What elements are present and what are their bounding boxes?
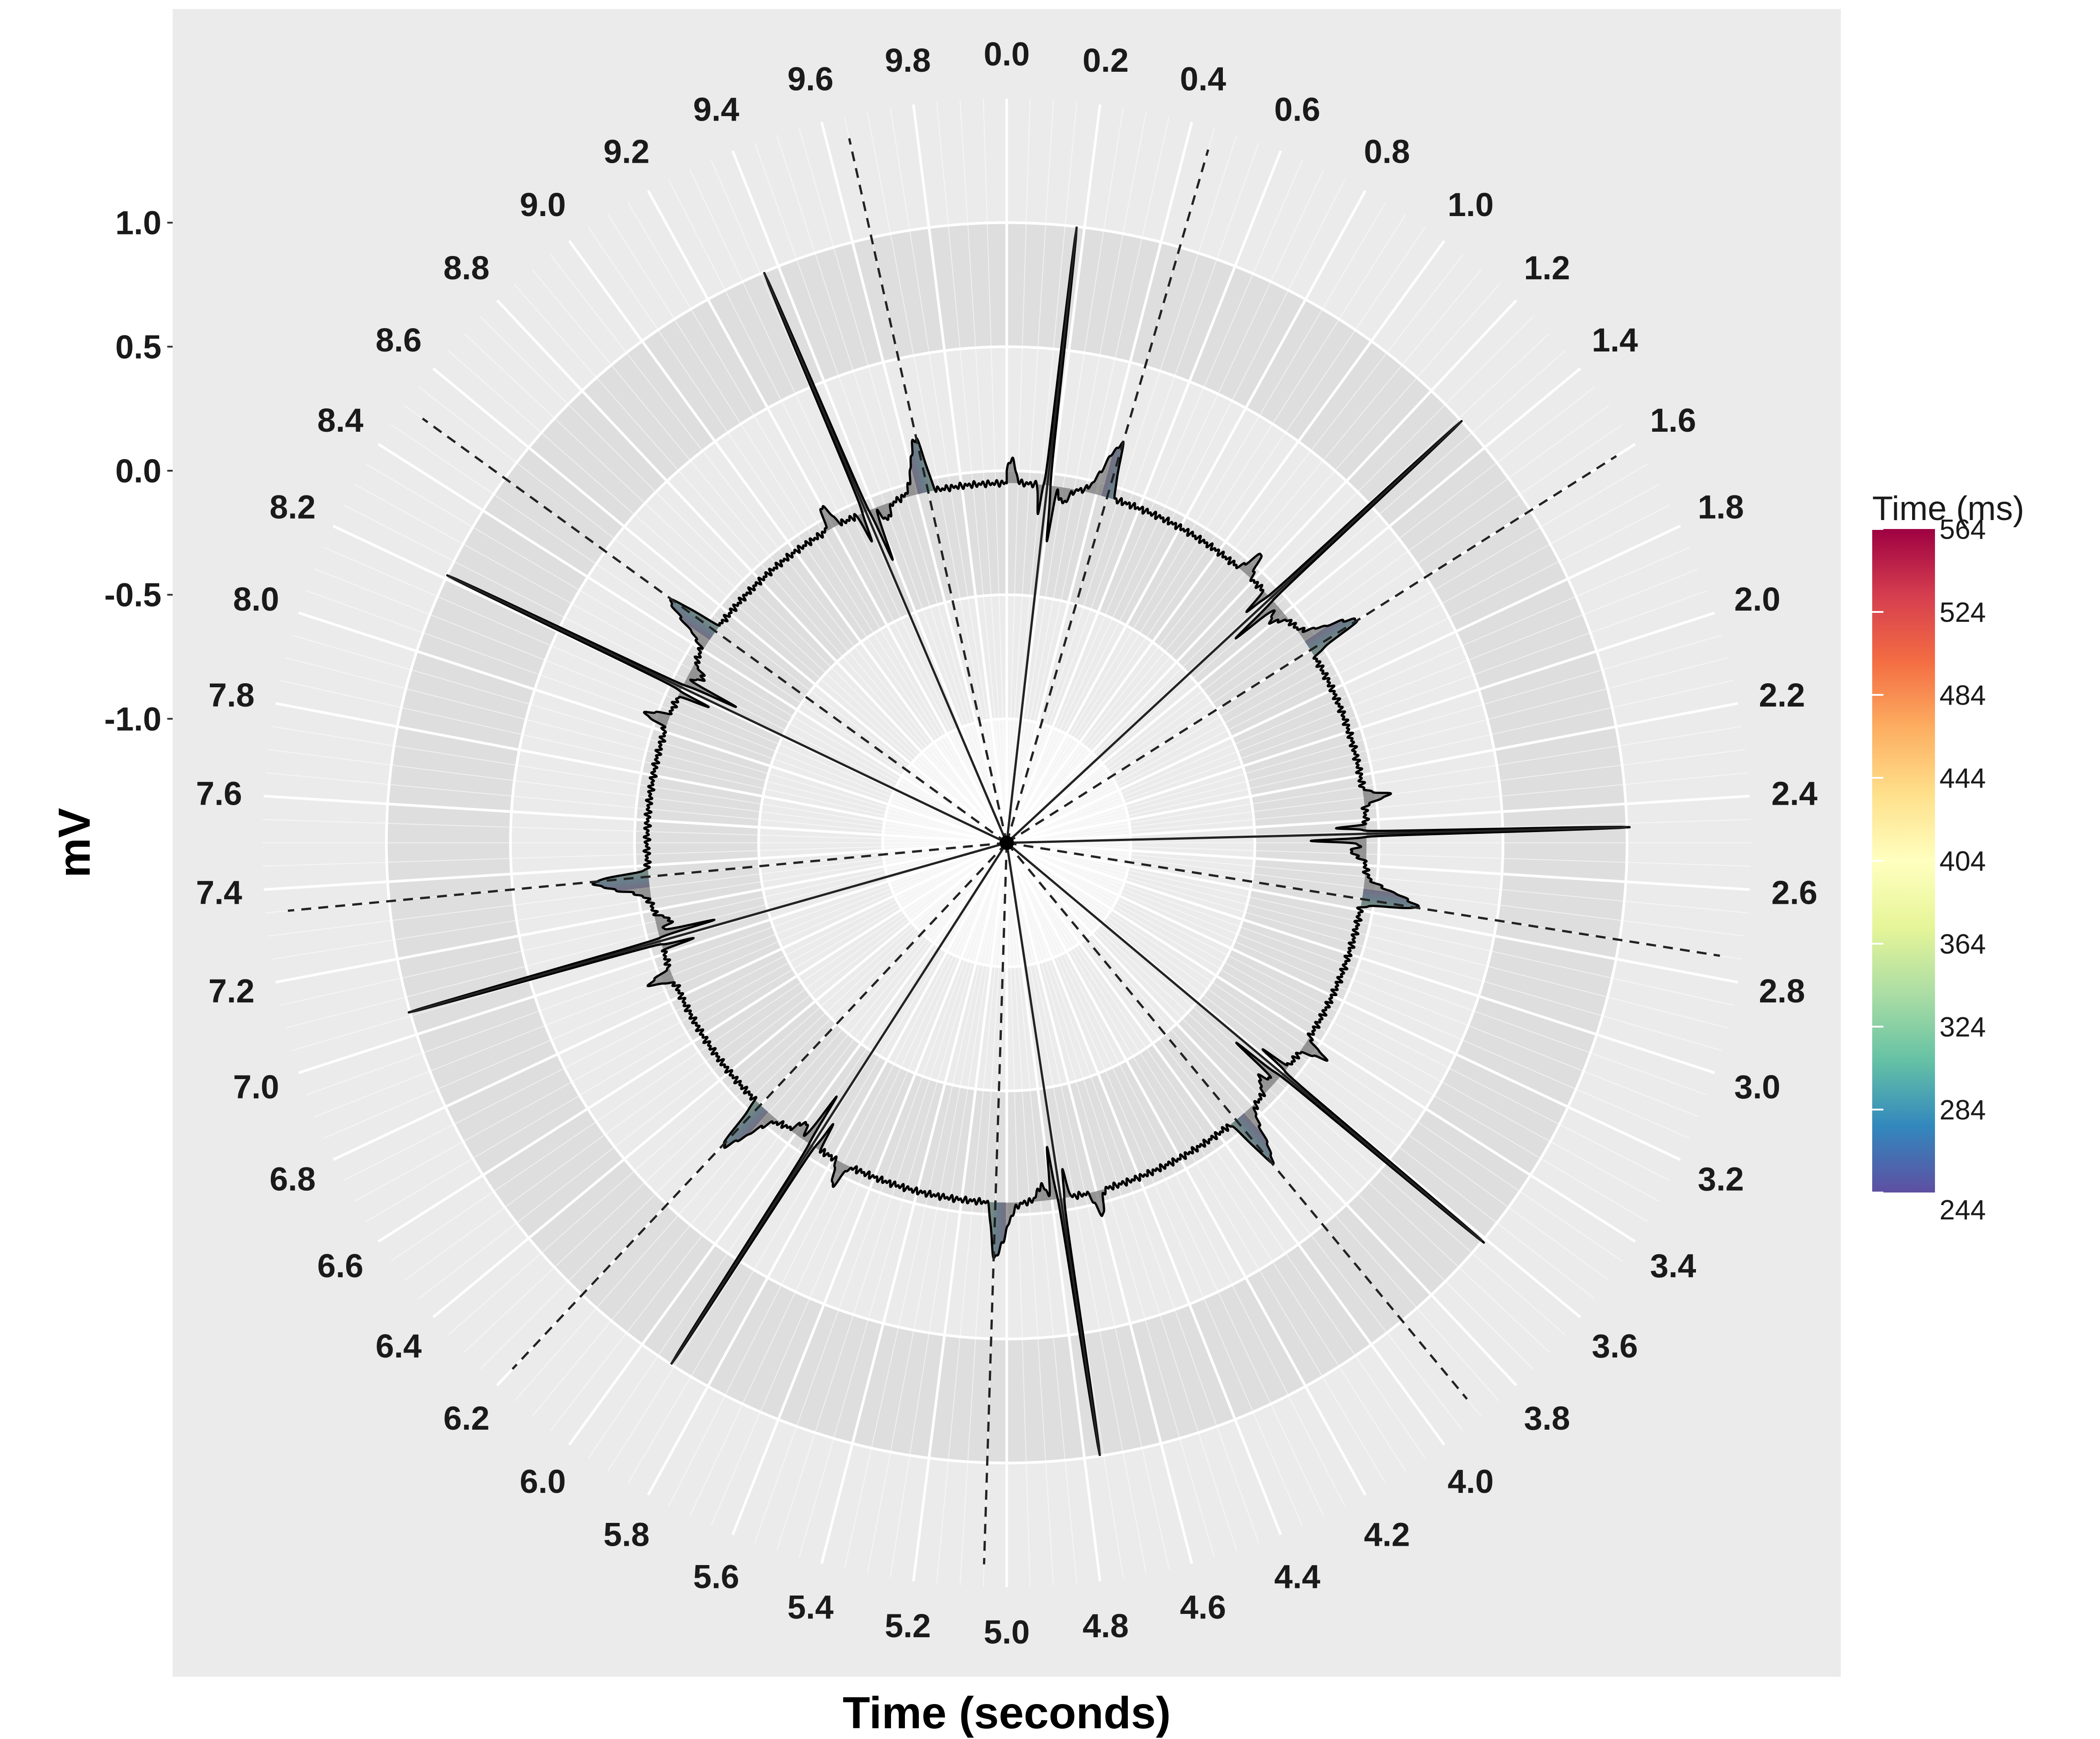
theta-tick-label: 2.6 <box>1771 874 1817 911</box>
theta-tick-label: 0.4 <box>1180 60 1226 97</box>
mv-axis: 1.0 0.5 0.0 -0.5 -1.0 <box>104 204 173 738</box>
x-axis-title: Time (seconds) <box>843 1688 1171 1738</box>
theta-tick-label: 0.8 <box>1364 133 1410 170</box>
theta-tick-label: 6.8 <box>270 1160 316 1197</box>
colorbar-tick-label: 284 <box>1939 1095 1986 1126</box>
theta-tick-label: 2.2 <box>1759 677 1805 714</box>
theta-tick-label: 7.8 <box>209 677 255 714</box>
theta-tick-label: 0.0 <box>984 35 1030 73</box>
theta-tick-label: 1.4 <box>1592 321 1638 359</box>
colorbar-tick-label: 484 <box>1939 680 1986 711</box>
theta-tick-label: 1.6 <box>1650 402 1696 439</box>
theta-tick-label: 1.8 <box>1698 489 1744 526</box>
theta-tick-label: 7.0 <box>233 1068 279 1106</box>
theta-tick-label: 3.4 <box>1650 1247 1696 1284</box>
theta-tick-label: 2.8 <box>1759 972 1805 1010</box>
colorbar-tick-label: 324 <box>1939 1012 1986 1043</box>
theta-tick-label: 9.0 <box>520 186 566 223</box>
theta-tick-label: 5.4 <box>787 1589 834 1626</box>
theta-tick-label: 1.2 <box>1524 249 1570 286</box>
r-tick-label: 1.0 <box>115 204 161 242</box>
theta-tick-label: 2.4 <box>1771 775 1817 812</box>
colorbar-tick-label: 404 <box>1939 846 1986 877</box>
theta-tick-label: 7.6 <box>196 775 242 812</box>
theta-tick-label: 4.8 <box>1083 1607 1129 1644</box>
r-tick-label: 0.0 <box>115 452 161 490</box>
theta-tick-label: 8.0 <box>233 581 279 618</box>
theta-tick-label: 0.2 <box>1083 42 1129 79</box>
theta-tick-label: 3.2 <box>1698 1160 1744 1197</box>
r-tick-label: -1.0 <box>104 700 161 737</box>
colorbar-tick-label: 364 <box>1939 929 1986 960</box>
theta-tick-label: 9.8 <box>885 42 931 79</box>
theta-tick-label: 5.2 <box>885 1607 931 1644</box>
theta-tick-label: 3.8 <box>1524 1400 1570 1437</box>
theta-tick-label: 9.2 <box>604 133 650 170</box>
colorbar-legend: Time (ms) 564524484444404364324284244 <box>1872 490 2024 1226</box>
theta-tick-label: 1.0 <box>1448 186 1494 223</box>
colorbar-tick-label: 444 <box>1939 763 1986 794</box>
theta-tick-label: 7.4 <box>196 874 242 911</box>
theta-tick-label: 0.6 <box>1274 91 1320 128</box>
theta-tick-label: 9.6 <box>787 60 834 97</box>
theta-tick-label: 8.8 <box>443 249 490 286</box>
r-tick-label: -0.5 <box>104 577 161 614</box>
theta-tick-label: 5.6 <box>693 1558 739 1595</box>
theta-tick-label: 5.8 <box>604 1516 650 1553</box>
theta-tick-label: 6.0 <box>520 1463 566 1500</box>
theta-tick-label: 8.2 <box>270 489 316 526</box>
r-tick-label: 0.5 <box>115 328 161 365</box>
theta-tick-label: 6.2 <box>443 1400 490 1437</box>
colorbar-tick-label: 564 <box>1939 514 1986 545</box>
theta-tick-label: 3.0 <box>1734 1068 1780 1106</box>
colorbar-tick-label: 524 <box>1939 597 1986 628</box>
theta-tick-label: 4.0 <box>1448 1463 1494 1500</box>
theta-tick-label: 4.4 <box>1274 1558 1320 1595</box>
theta-tick-label: 7.2 <box>209 972 255 1010</box>
theta-tick-label: 4.2 <box>1364 1516 1410 1553</box>
theta-tick-label: 9.4 <box>693 91 739 128</box>
theta-tick-label: 6.6 <box>317 1247 364 1284</box>
center-point <box>1000 836 1014 850</box>
theta-tick-label: 8.6 <box>375 321 422 359</box>
theta-tick-label: 5.0 <box>984 1613 1030 1651</box>
y-axis-title: mV <box>49 808 100 878</box>
theta-tick-label: 6.4 <box>375 1327 422 1365</box>
colorbar-tick-label: 244 <box>1939 1195 1986 1226</box>
theta-tick-label: 2.0 <box>1734 581 1780 618</box>
theta-tick-label: 4.6 <box>1180 1589 1226 1626</box>
theta-tick-label: 3.6 <box>1592 1327 1638 1365</box>
theta-tick-label: 8.4 <box>317 402 364 439</box>
